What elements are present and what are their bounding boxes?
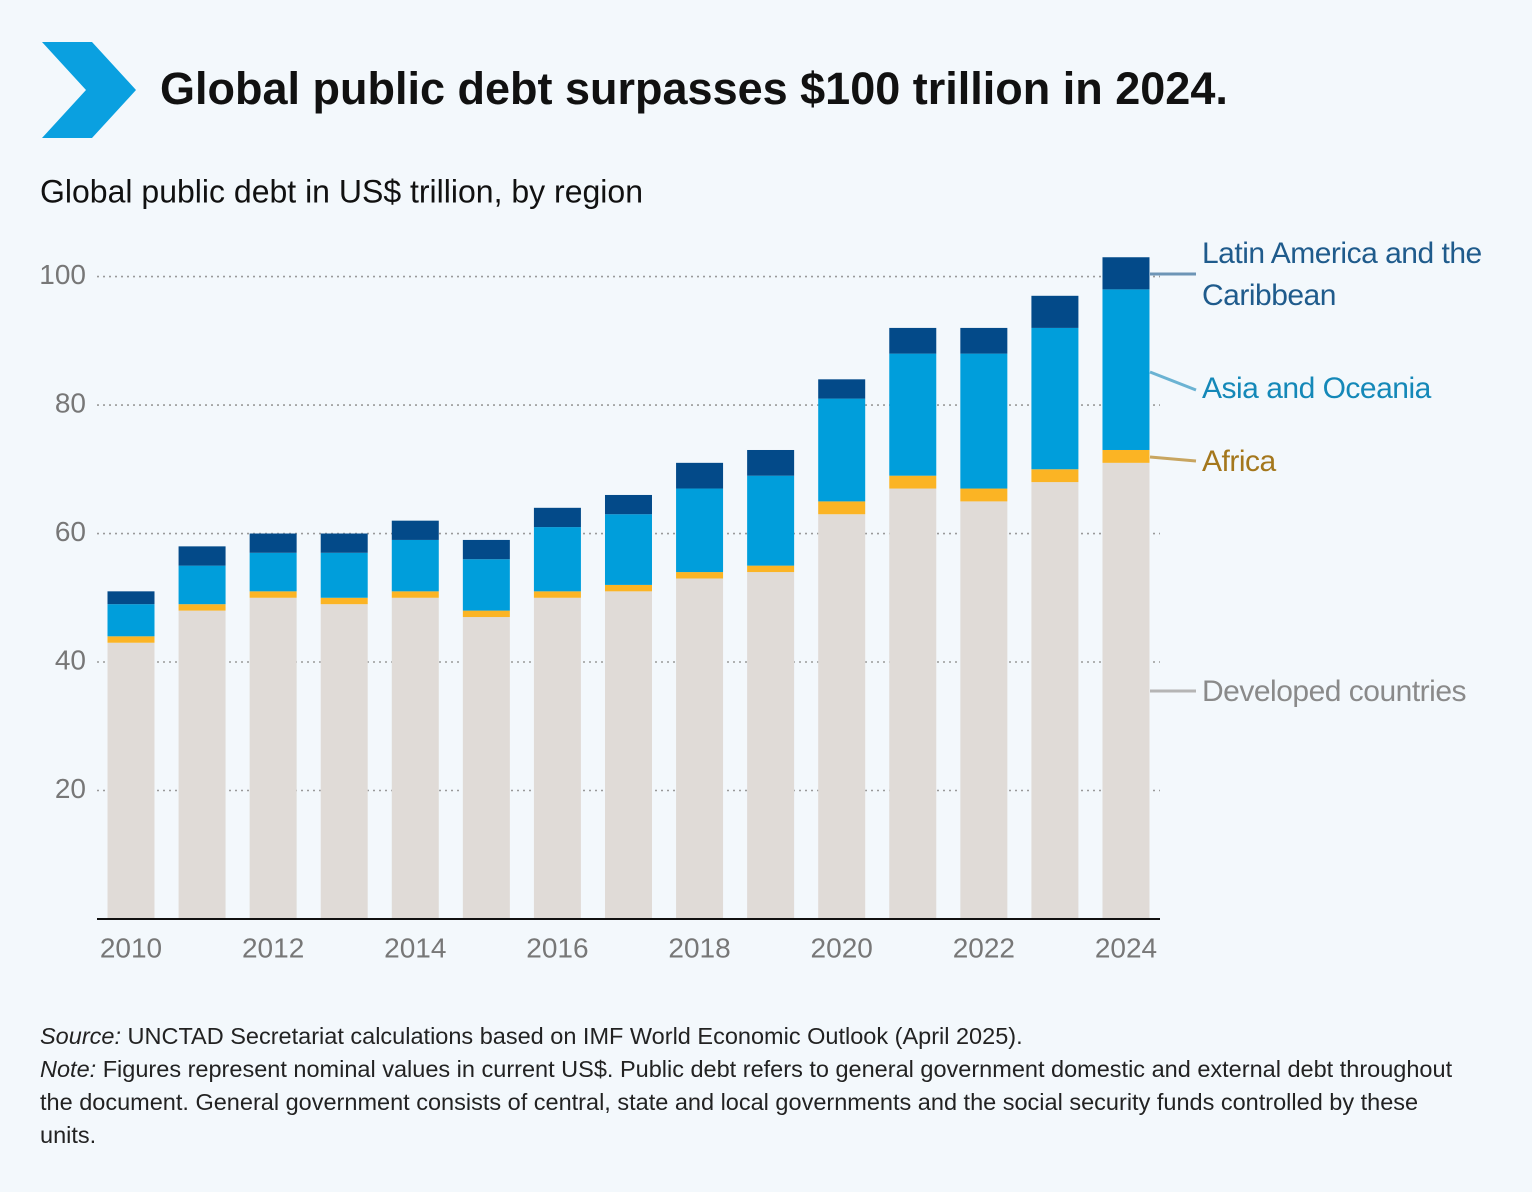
bar-segment	[1031, 469, 1079, 483]
x-tick-label: 2018	[668, 932, 730, 963]
y-tick-label: 100	[39, 259, 86, 290]
bar-segment	[1031, 327, 1079, 470]
x-tick-label: 2014	[384, 932, 446, 963]
bar-segment	[960, 327, 1008, 354]
bar-segment	[818, 398, 866, 502]
bar-segment	[676, 572, 724, 579]
bar-segment	[604, 494, 652, 515]
bar-segment	[107, 636, 155, 643]
source-text: UNCTAD Secretariat calculations based on…	[127, 1023, 1023, 1049]
bar-segment	[320, 604, 368, 919]
bar-segment	[676, 462, 724, 489]
bar-segment	[889, 475, 937, 489]
bar-segment	[533, 507, 581, 528]
legend-leader	[1149, 455, 1197, 463]
bar-segment	[676, 578, 724, 919]
x-tick-label: 2020	[811, 932, 873, 963]
legend-label: Developed countries	[1202, 675, 1467, 708]
bar-segment	[249, 597, 297, 919]
bar-segment	[960, 353, 1008, 489]
bar-segment	[1102, 449, 1150, 463]
bar-segment	[604, 584, 652, 592]
bar-segment	[178, 546, 226, 566]
bar-segment	[604, 514, 652, 585]
bar-segment	[818, 501, 866, 515]
bar-segment	[462, 539, 510, 560]
bar-segment	[391, 591, 439, 598]
bar-segment	[462, 559, 510, 611]
bar-segment	[391, 520, 439, 540]
y-tick-label: 40	[55, 644, 86, 675]
chart-subtitle: Global public debt in US$ trillion, by r…	[40, 173, 643, 209]
y-tick-label: 20	[55, 773, 86, 804]
chevron-icon	[42, 42, 136, 138]
note-text: Figures represent nominal values in curr…	[40, 1056, 1453, 1148]
bar-segment	[462, 617, 510, 919]
note-label: Note:	[40, 1056, 97, 1082]
chart-title: Global public debt surpasses $100 trilli…	[160, 63, 1228, 114]
bar-segment	[533, 527, 581, 592]
bar-segment	[747, 449, 795, 476]
note: Note: Figures represent nominal values i…	[40, 1053, 1480, 1152]
legend-label: Africa	[1202, 445, 1276, 478]
bar-segment	[818, 379, 866, 399]
legend-leader	[1149, 370, 1197, 392]
bar-segment	[818, 514, 866, 919]
x-tick-label: 2010	[100, 932, 162, 963]
bar-segment	[107, 642, 155, 919]
bar-segment	[889, 327, 937, 354]
bar-segment	[889, 488, 937, 919]
footnote: Source: UNCTAD Secretariat calculations …	[40, 1020, 1480, 1152]
x-tick-label: 2022	[953, 932, 1015, 963]
bar-segment	[107, 604, 155, 637]
bar-segment	[747, 572, 795, 919]
bar-segment	[1102, 257, 1150, 290]
bar-segment	[391, 597, 439, 919]
bar-segment	[747, 565, 795, 573]
x-tick-label: 2012	[242, 932, 304, 963]
bar-segment	[462, 610, 510, 618]
bar-segment	[533, 597, 581, 919]
legend-label: Asia and Oceania	[1202, 372, 1431, 405]
x-tick-label: 2024	[1095, 932, 1157, 963]
bar-segment	[107, 591, 155, 605]
bar-segment	[249, 591, 297, 598]
bar-segment	[1031, 295, 1079, 328]
legend-label: Latin America and the Caribbean	[1202, 237, 1482, 312]
bar-segment	[320, 533, 368, 553]
source: Source: UNCTAD Secretariat calculations …	[40, 1020, 1480, 1053]
bar-segment	[889, 353, 937, 476]
bar-segment	[604, 591, 652, 919]
bar-segment	[249, 533, 297, 553]
bar-segment	[1031, 482, 1079, 919]
bar-segment	[960, 488, 1008, 502]
bar-segment	[747, 475, 795, 566]
bar-segment	[320, 552, 368, 598]
bar-segment	[1102, 289, 1150, 450]
y-tick-label: 60	[55, 516, 86, 547]
bar-segment	[178, 610, 226, 919]
y-tick-label: 80	[55, 387, 86, 418]
source-label: Source:	[40, 1023, 121, 1049]
bar-segment	[1102, 462, 1150, 919]
bar-segment	[178, 604, 226, 611]
bar-segment	[533, 591, 581, 598]
bar-segment	[320, 597, 368, 605]
bar-segment	[960, 501, 1008, 919]
bar-segment	[249, 552, 297, 592]
bar-segment	[676, 488, 724, 573]
x-tick-label: 2016	[526, 932, 588, 963]
bar-segment	[391, 539, 439, 592]
bar-segment	[178, 565, 226, 605]
